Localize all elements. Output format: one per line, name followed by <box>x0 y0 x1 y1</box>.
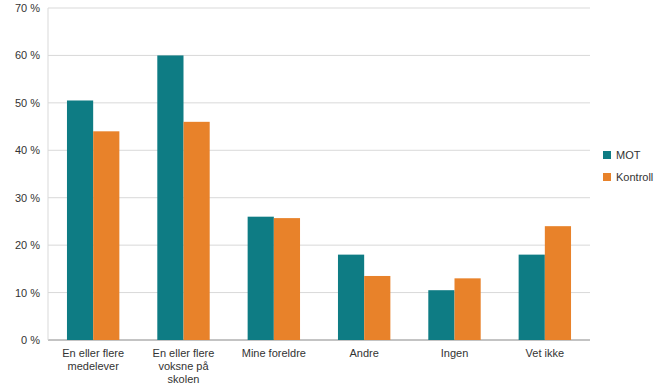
grid-line <box>48 197 590 198</box>
x-tick-line: Ingen <box>441 347 469 359</box>
bar <box>157 55 183 340</box>
grid-line <box>48 55 590 56</box>
grid-line <box>48 245 590 246</box>
legend-label: MOT <box>616 149 641 161</box>
legend-swatch <box>603 173 611 181</box>
x-tick-line: En eller flere <box>62 347 124 359</box>
grid-line <box>48 340 590 341</box>
x-tick-label: Mine foreldre <box>242 347 306 359</box>
bar <box>364 276 390 340</box>
grid-line <box>48 292 590 293</box>
y-tick-label: 40 % <box>15 144 40 156</box>
x-tick-line: voksne på <box>158 360 209 372</box>
bar <box>93 131 119 340</box>
grid-line <box>48 150 590 151</box>
y-axis-line <box>48 8 49 340</box>
y-tick-label: 20 % <box>15 239 40 251</box>
y-tick-label: 60 % <box>15 49 40 61</box>
bar <box>274 218 300 340</box>
bar <box>455 278 481 340</box>
x-tick-line: Andre <box>349 347 378 359</box>
y-tick-label: 50 % <box>15 97 40 109</box>
x-tick-line: skolen <box>168 373 200 385</box>
y-tick-label: 10 % <box>15 287 40 299</box>
bar <box>338 255 364 340</box>
x-tick-label: Vet ikke <box>526 347 565 359</box>
grid-line <box>48 102 590 103</box>
bar <box>545 226 571 340</box>
x-tick-label: Ingen <box>441 347 469 359</box>
grid-line <box>48 8 590 9</box>
y-tick-label: 30 % <box>15 192 40 204</box>
bar <box>67 100 93 340</box>
bar <box>428 290 454 340</box>
x-tick-line: medelever <box>67 360 119 372</box>
x-tick-label: En eller fleremedelever <box>62 347 124 372</box>
x-tick-label: Andre <box>349 347 378 359</box>
bar <box>248 217 274 340</box>
y-tick-label: 70 % <box>15 2 40 14</box>
bars <box>67 55 571 340</box>
y-tick-label: 0 % <box>21 334 40 346</box>
x-tick-line: Mine foreldre <box>242 347 306 359</box>
x-tick-line: Vet ikke <box>526 347 565 359</box>
bar <box>184 122 210 340</box>
bar <box>519 255 545 340</box>
legend-swatch <box>603 151 611 159</box>
x-tick-label: En eller flerevoksne påskolen <box>153 347 215 385</box>
x-tick-line: En eller flere <box>153 347 215 359</box>
legend-label: Kontroll <box>616 171 653 183</box>
chart: 0 % 10 % 20 % 30 % 40 % 50 % 60 % 70 % En eller … <box>0 0 664 390</box>
